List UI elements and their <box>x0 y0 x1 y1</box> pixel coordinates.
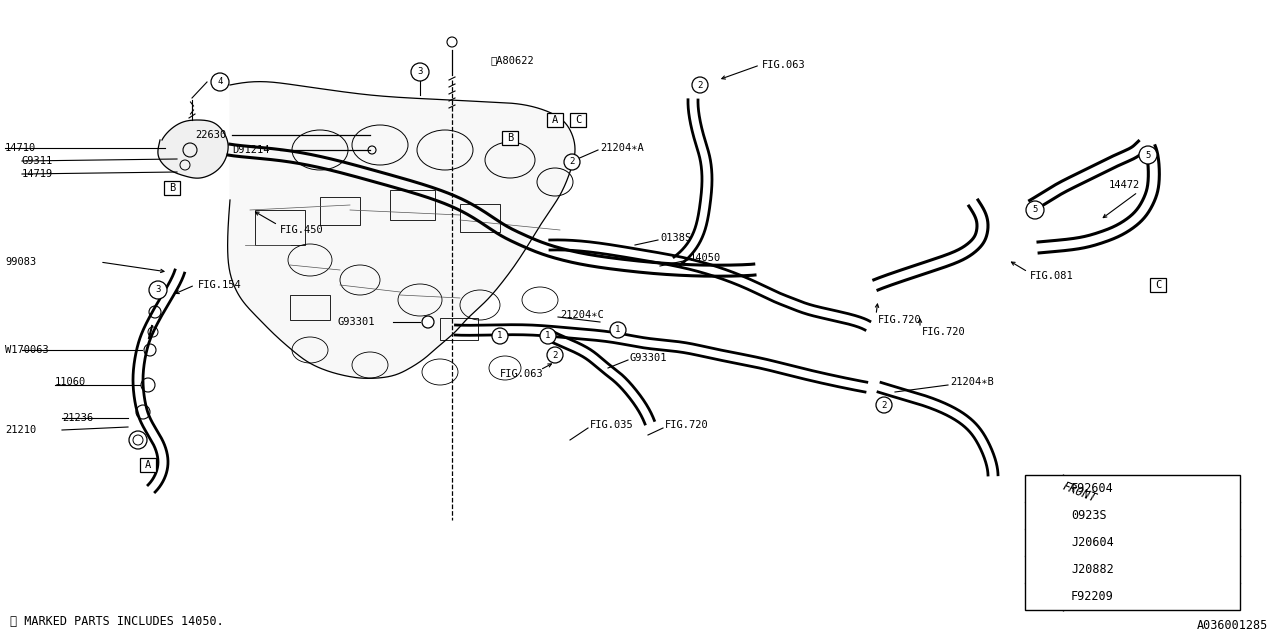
Text: 2: 2 <box>570 157 575 166</box>
Circle shape <box>611 322 626 338</box>
Text: B: B <box>169 183 175 193</box>
Text: FIG.720: FIG.720 <box>666 420 709 430</box>
Circle shape <box>1034 532 1053 552</box>
Circle shape <box>422 316 434 328</box>
Text: 3: 3 <box>1042 538 1047 547</box>
Text: 4: 4 <box>1042 565 1047 574</box>
Text: 5: 5 <box>1032 205 1038 214</box>
Text: G93301: G93301 <box>630 353 667 363</box>
Bar <box>320 197 360 225</box>
Text: FIG.063: FIG.063 <box>500 369 544 379</box>
Text: 99083: 99083 <box>5 257 36 267</box>
Bar <box>547 113 563 127</box>
Text: FIG.154: FIG.154 <box>198 280 242 290</box>
Text: 2: 2 <box>882 401 887 410</box>
Bar <box>291 295 330 320</box>
Text: FRONT: FRONT <box>1060 479 1098 505</box>
Text: 1: 1 <box>545 332 550 340</box>
Text: FIG.035: FIG.035 <box>590 420 634 430</box>
Circle shape <box>1034 479 1053 499</box>
Circle shape <box>564 154 580 170</box>
Text: D91214: D91214 <box>232 145 270 155</box>
Text: 14472: 14472 <box>1108 180 1140 190</box>
Circle shape <box>1139 146 1157 164</box>
Text: A: A <box>145 460 151 470</box>
Text: 21204∗C: 21204∗C <box>561 310 604 320</box>
Text: 1: 1 <box>498 332 503 340</box>
Text: FIG.450: FIG.450 <box>280 225 324 235</box>
Text: G93301: G93301 <box>338 317 375 327</box>
Text: 21204∗A: 21204∗A <box>600 143 644 153</box>
Text: J20882: J20882 <box>1071 563 1114 576</box>
Bar <box>460 204 500 232</box>
Text: FIG.063: FIG.063 <box>762 60 805 70</box>
Text: 14050: 14050 <box>690 253 721 263</box>
Text: A036001285: A036001285 <box>1197 619 1268 632</box>
Bar <box>1149 278 1166 292</box>
Text: 1: 1 <box>1042 484 1047 493</box>
Polygon shape <box>228 82 575 378</box>
Text: 14719: 14719 <box>22 169 54 179</box>
Circle shape <box>692 77 708 93</box>
Text: 5: 5 <box>1042 592 1047 601</box>
Circle shape <box>1027 201 1044 219</box>
Circle shape <box>1034 506 1053 525</box>
Bar <box>140 458 156 472</box>
Text: FIG.720: FIG.720 <box>878 315 922 325</box>
Text: 11060: 11060 <box>55 377 86 387</box>
Text: B: B <box>507 133 513 143</box>
Text: 0923S: 0923S <box>1071 509 1107 522</box>
Text: 2: 2 <box>552 351 558 360</box>
Circle shape <box>547 347 563 363</box>
Text: 0138S: 0138S <box>660 233 691 243</box>
Text: 3: 3 <box>417 67 422 77</box>
Text: 5: 5 <box>1146 150 1151 159</box>
Bar <box>570 113 586 127</box>
Text: FIG.720: FIG.720 <box>922 327 965 337</box>
Circle shape <box>1034 586 1053 607</box>
Text: 4: 4 <box>218 77 223 86</box>
Circle shape <box>148 281 166 299</box>
Text: 2: 2 <box>1042 511 1047 520</box>
Text: 22630: 22630 <box>195 130 227 140</box>
Text: F92604: F92604 <box>1071 482 1114 495</box>
Text: A: A <box>552 115 558 125</box>
Bar <box>440 318 477 340</box>
Circle shape <box>1034 559 1053 579</box>
Text: ※A80622: ※A80622 <box>490 55 534 65</box>
Polygon shape <box>157 120 228 178</box>
Circle shape <box>876 397 892 413</box>
Text: 21204∗B: 21204∗B <box>950 377 993 387</box>
Text: W170063: W170063 <box>5 345 49 355</box>
Circle shape <box>492 328 508 344</box>
Bar <box>1025 475 1240 610</box>
Text: ※ MARKED PARTS INCLUDES 14050.: ※ MARKED PARTS INCLUDES 14050. <box>10 615 224 628</box>
Bar <box>502 131 518 145</box>
Bar <box>390 190 435 220</box>
Text: 2: 2 <box>698 81 703 90</box>
Text: F92209: F92209 <box>1071 590 1114 603</box>
Text: 14710: 14710 <box>5 143 36 153</box>
Bar <box>255 210 305 245</box>
Text: C: C <box>1155 280 1161 290</box>
Text: J20604: J20604 <box>1071 536 1114 549</box>
Circle shape <box>540 328 556 344</box>
Circle shape <box>211 73 229 91</box>
Text: C: C <box>575 115 581 125</box>
Text: FIG.081: FIG.081 <box>1030 271 1074 281</box>
Text: 21210: 21210 <box>5 425 36 435</box>
Circle shape <box>411 63 429 81</box>
Text: 21236: 21236 <box>61 413 93 423</box>
Text: 3: 3 <box>155 285 161 294</box>
Bar <box>164 181 180 195</box>
Text: 1: 1 <box>616 326 621 335</box>
Text: G9311: G9311 <box>22 156 54 166</box>
